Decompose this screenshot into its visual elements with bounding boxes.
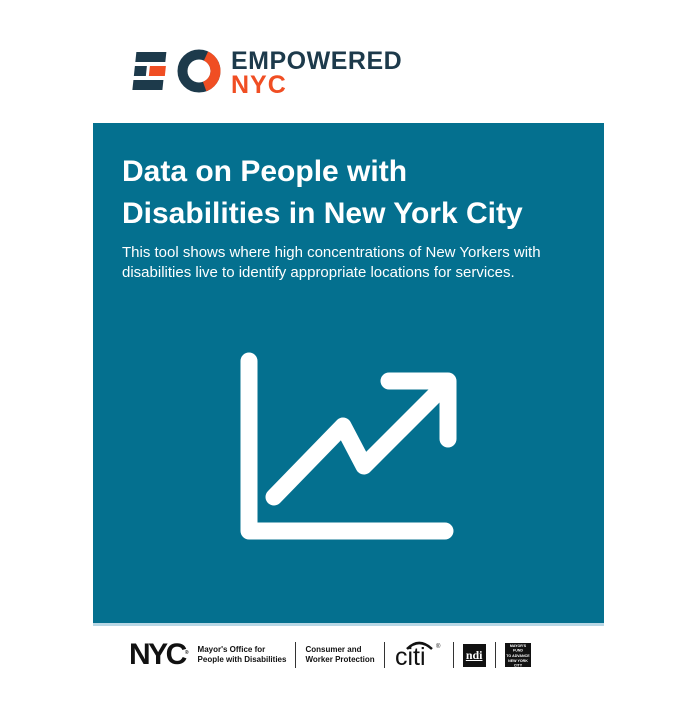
dcwp-line2: Worker Protection — [305, 655, 375, 664]
page-title-line1: Data on People with — [122, 155, 408, 188]
empowered-logo-mark-icon — [132, 49, 221, 93]
line-chart-icon — [239, 348, 457, 546]
mayors-fund-logo: MAYOR'S FUND TO ADVANCE NEW YORK CITY — [504, 643, 531, 667]
hero-panel[interactable]: Data on People with Disabilities in New … — [93, 123, 604, 626]
mayors-fund-line1: MAYOR'S FUND — [509, 643, 526, 652]
footer-divider — [452, 642, 454, 668]
mopd-label: Mayor's Office for People with Disabilit… — [198, 645, 287, 665]
ndi-logo: ndi — [462, 643, 486, 667]
mayors-fund-line2: TO ADVANCE — [505, 652, 530, 658]
citi-logo: citi ® — [395, 641, 441, 670]
dcwp-line1: Consumer and — [305, 645, 362, 654]
nyc-registered-mark: ® — [184, 650, 189, 656]
logo-word-empowered: EMPOWERED — [231, 47, 403, 75]
mopd-line1: Mayor's Office for — [197, 645, 266, 654]
nyc-logo-text: NYC — [129, 638, 187, 671]
page-title: Data on People with Disabilities in New … — [122, 151, 523, 235]
nyc-logo: NYC® — [129, 640, 189, 670]
empowered-nyc-logo: EMPOWERED NYC — [129, 46, 403, 99]
page-subtitle: This tool shows where high concentration… — [122, 243, 582, 283]
page-title-line2: Disabilities in New York City — [122, 197, 523, 230]
ndi-logo-text: ndi — [465, 647, 483, 662]
logo-word-nyc: NYC — [231, 71, 287, 99]
footer-logo-bar: NYC® Mayor's Office for People with Disa… — [129, 640, 531, 670]
citi-arc — [405, 641, 433, 650]
dcwp-label: Consumer and Worker Protection — [305, 645, 374, 665]
footer-divider — [494, 642, 496, 668]
footer-divider — [383, 642, 385, 668]
footer-divider — [295, 642, 297, 668]
mayors-fund-line3: NEW YORK CITY — [507, 658, 528, 667]
page-subtitle-line2: disabilities live to identify appropriat… — [122, 264, 515, 281]
page-subtitle-line1: This tool shows where high concentration… — [122, 244, 541, 261]
citi-registered-mark: ® — [436, 643, 441, 650]
mopd-line2: People with Disabilities — [197, 655, 287, 664]
